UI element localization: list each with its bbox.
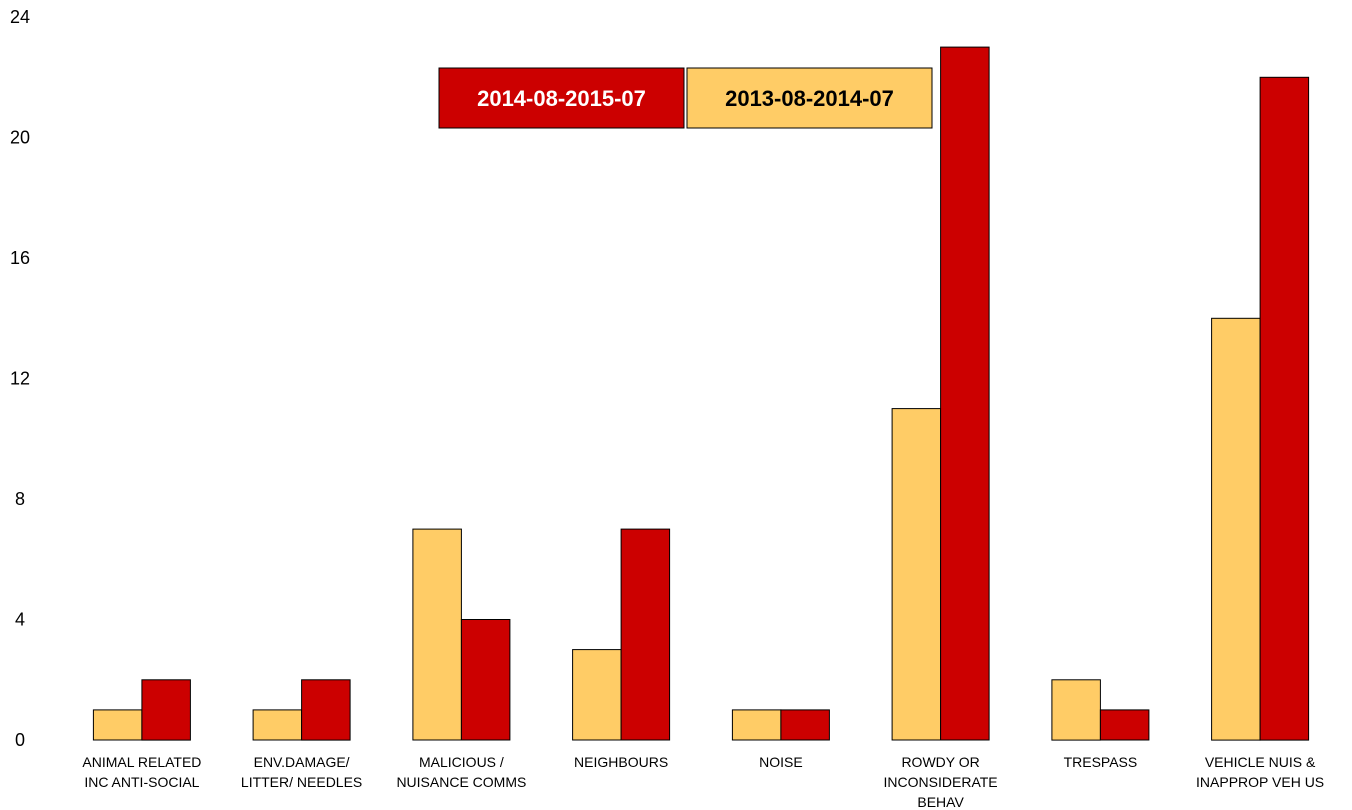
x-tick-label-line: ANIMAL RELATED xyxy=(82,754,201,770)
legend-label: 2014-08-2015-07 xyxy=(477,86,646,111)
x-tick-label-line: NOISE xyxy=(759,754,803,770)
bar-2013-08-2014-07-0 xyxy=(92,709,143,741)
x-tick-label-line: INAPPROP VEH US xyxy=(1196,774,1324,790)
x-tick-label: ANIMAL RELATED INC ANTI-SOCIAL xyxy=(82,754,201,790)
bar-2013-08-2014-07-2 xyxy=(412,528,462,741)
x-tick-label: TRESPASS xyxy=(1064,754,1138,770)
bar-2013-08-2014-07-6 xyxy=(1051,679,1101,741)
legend-label: 2013-08-2014-07 xyxy=(725,86,894,111)
y-axis: 0 4 8 12 16 20 24 xyxy=(10,7,30,750)
x-tick-label-line: ENV.DAMAGE/ xyxy=(254,754,350,770)
x-tick-label-line: INC ANTI-SOCIAL xyxy=(84,774,199,790)
x-tick-label: ROWDY OR INCONSIDERATE BEHAV xyxy=(884,754,998,810)
y-tick-label: 8 xyxy=(15,489,25,509)
x-tick-label-line: VEHICLE NUIS & xyxy=(1205,754,1316,770)
bar-2014-08-2015-07-0 xyxy=(141,679,191,741)
x-axis: ANIMAL RELATED INC ANTI-SOCIAL ENV.DAMAGE/… xyxy=(82,754,1324,810)
legend-swatch xyxy=(686,67,933,129)
bar-2014-08-2015-07-5 xyxy=(940,46,990,741)
x-tick-label-line: NUISANCE COMMS xyxy=(396,774,526,790)
bar-2013-08-2014-07-1 xyxy=(252,709,303,741)
bar-2013-08-2014-07-7 xyxy=(1211,317,1261,741)
bar-2014-08-2015-07-2 xyxy=(460,619,511,741)
x-tick-label-line: NEIGHBOURS xyxy=(574,754,668,770)
bar-2013-08-2014-07-3 xyxy=(572,649,622,741)
legend-swatch xyxy=(438,67,685,129)
bar-2013-08-2014-07-5 xyxy=(891,408,942,741)
x-tick-label-line: BEHAV xyxy=(917,794,964,810)
y-tick-label: 0 xyxy=(15,730,25,750)
x-tick-label-line: MALICIOUS / xyxy=(419,754,504,770)
x-tick-label: ENV.DAMAGE/LITTER/ NEEDLES xyxy=(241,754,362,790)
bar-2014-08-2015-07-3 xyxy=(620,528,671,741)
x-tick-label-line: LITTER/ NEEDLES xyxy=(241,774,362,790)
x-tick-label-line: TRESPASS xyxy=(1064,754,1138,770)
y-tick-label: 20 xyxy=(10,128,30,148)
x-tick-label-line: ROWDY OR xyxy=(901,754,979,770)
bar-2014-08-2015-07-7 xyxy=(1259,76,1310,741)
x-tick-label: MALICIOUS / NUISANCE COMMS xyxy=(396,754,526,790)
bar-2014-08-2015-07-1 xyxy=(301,679,351,741)
y-tick-label: 24 xyxy=(10,7,30,27)
bar-2014-08-2015-07-6 xyxy=(1099,709,1150,741)
x-tick-label: VEHICLE NUIS & INAPPROP VEH US xyxy=(1196,754,1324,790)
x-tick-label-line: INCONSIDERATE xyxy=(884,774,998,790)
bar-2013-08-2014-07-4 xyxy=(731,709,782,741)
y-tick-label: 4 xyxy=(15,610,25,630)
legend: 2014-08-2015-07 2013-08-2014-07 xyxy=(438,67,933,129)
x-tick-label: NOISE xyxy=(759,754,803,770)
bars xyxy=(92,46,1310,741)
bar-2014-08-2015-07-4 xyxy=(780,709,830,741)
y-tick-label: 16 xyxy=(10,248,30,268)
y-tick-label: 12 xyxy=(10,369,30,389)
x-tick-label: NEIGHBOURS xyxy=(574,754,668,770)
